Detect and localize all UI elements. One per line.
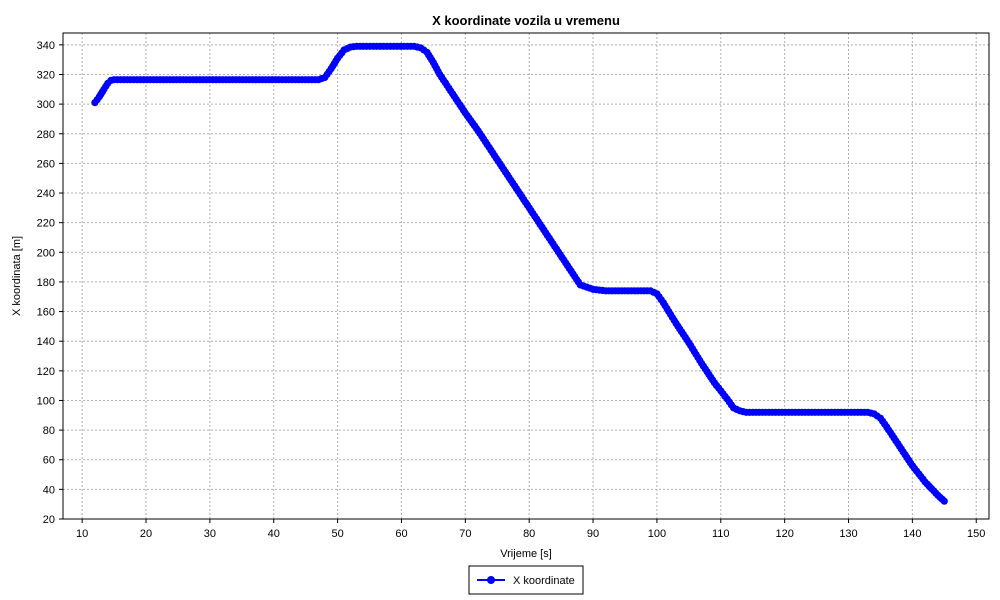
x-tick-label: 70 bbox=[459, 528, 471, 540]
y-axis-label: X koordinata [m] bbox=[11, 236, 23, 316]
x-tick-label: 40 bbox=[268, 528, 280, 540]
y-tick-label: 80 bbox=[43, 425, 55, 437]
x-axis-label: Vrijeme [s] bbox=[500, 548, 552, 560]
y-tick-label: 320 bbox=[37, 69, 55, 81]
x-tick-label: 130 bbox=[839, 528, 857, 540]
y-tick-label: 100 bbox=[37, 395, 55, 407]
x-tick-label: 100 bbox=[648, 528, 666, 540]
x-tick-label: 50 bbox=[331, 528, 343, 540]
plot-frame bbox=[62, 32, 990, 520]
y-tick-label: 280 bbox=[37, 129, 55, 141]
x-tick-label: 150 bbox=[967, 528, 985, 540]
y-tick-label: 60 bbox=[43, 455, 55, 467]
x-tick-label: 60 bbox=[395, 528, 407, 540]
y-tick-label: 140 bbox=[37, 336, 55, 348]
legend-label: X koordinate bbox=[513, 575, 575, 587]
y-tick-label: 180 bbox=[37, 277, 55, 289]
series-line bbox=[94, 45, 945, 502]
y-tick-label: 20 bbox=[43, 514, 55, 526]
y-tick-label: 340 bbox=[37, 40, 55, 52]
y-tick-label: 120 bbox=[37, 366, 55, 378]
x-tick-label: 10 bbox=[76, 528, 88, 540]
y-tick-label: 300 bbox=[37, 99, 55, 111]
x-tick-label: 110 bbox=[712, 528, 730, 540]
x-tick-label: 80 bbox=[523, 528, 535, 540]
y-tick-label: 160 bbox=[37, 307, 55, 319]
data-point bbox=[940, 497, 948, 505]
y-tick-label: 240 bbox=[37, 188, 55, 200]
legend-marker-swatch bbox=[487, 576, 495, 584]
y-tick-label: 200 bbox=[37, 247, 55, 259]
x-tick-label: 120 bbox=[775, 528, 793, 540]
x-tick-label: 20 bbox=[140, 528, 152, 540]
y-tick-label: 260 bbox=[37, 158, 55, 170]
chart-title: X koordinate vozila u vremenu bbox=[432, 13, 620, 28]
y-tick-label: 40 bbox=[43, 484, 55, 496]
x-tick-label: 140 bbox=[903, 528, 921, 540]
series-layer bbox=[91, 42, 948, 505]
legend: X koordinate bbox=[468, 565, 584, 595]
x-tick-label: 90 bbox=[587, 528, 599, 540]
tick-layer: 10 20 30 40 50 60 70 80 90 100 110 120 130 140 150 20 40… bbox=[37, 40, 986, 540]
grid-layer bbox=[63, 33, 989, 520]
x-tick-label: 30 bbox=[204, 528, 216, 540]
y-tick-label: 220 bbox=[37, 218, 55, 230]
